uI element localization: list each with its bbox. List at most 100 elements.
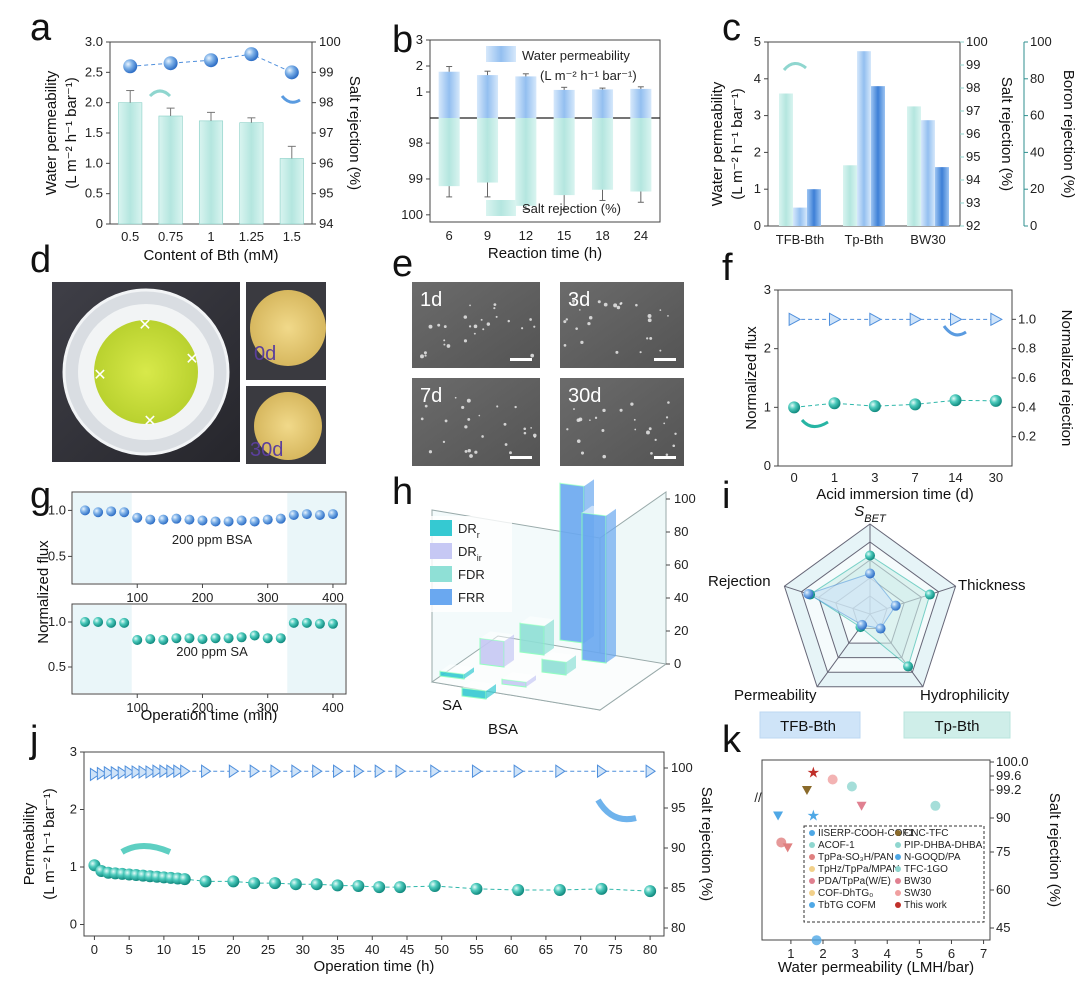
rejection-triangle	[395, 764, 406, 779]
flux-point-bsa	[288, 510, 299, 520]
radar-tfb-point	[865, 568, 875, 579]
sem-speck	[667, 401, 670, 404]
rejection-point	[123, 59, 138, 74]
flux-point-bsa	[314, 510, 325, 520]
rejection-triangle	[430, 764, 441, 779]
x-tick-label: 1	[207, 229, 214, 244]
rejection-bar	[630, 118, 652, 192]
rejection-triangle	[555, 764, 566, 779]
y-tick-label: 2	[754, 144, 761, 159]
x-tick-label: 80	[643, 942, 657, 957]
y2-tick-label: 94	[966, 172, 980, 187]
y-tick-label: 0.5	[48, 659, 66, 674]
flux-point-bsa	[145, 514, 156, 525]
radar-axis-rejection: Rejection	[708, 573, 771, 590]
x-tick-label: TFB-Bth	[776, 232, 824, 247]
x-tick-label: 7	[912, 470, 919, 485]
sem-speck	[467, 417, 471, 421]
sem-speck	[646, 337, 649, 340]
rejection-triangle	[333, 764, 344, 779]
panel-d-letter: d	[30, 239, 51, 281]
bar-top	[440, 664, 474, 675]
sem-speck	[589, 419, 591, 422]
y2-tick-label: 45	[996, 920, 1010, 935]
z-tick-label: 20	[674, 623, 688, 638]
x-axis-label: Water permeability (LMH/bar)	[778, 959, 974, 976]
salt-rejection-bar	[921, 120, 935, 226]
legend-right-label: PIP-DHBA-DHBA	[904, 840, 983, 851]
legend-marker	[895, 866, 901, 872]
panel-h-letter: h	[392, 471, 413, 513]
x-axis-label: Content of Bth (mM)	[143, 247, 278, 264]
y-tick-label: 98	[409, 135, 423, 150]
y2-tick-label: 90	[671, 840, 685, 855]
flux-point	[828, 397, 841, 410]
z-tick-label: 100	[674, 491, 696, 506]
sem-speck	[521, 327, 524, 330]
y-tick-label: 2.5	[85, 64, 103, 79]
y2-tick-label: 60	[996, 882, 1010, 897]
permeability-point	[310, 878, 323, 891]
x-tick-label: 1	[787, 946, 794, 961]
rejection-bar	[476, 118, 499, 183]
sem-speck	[424, 354, 427, 357]
sem-speck	[603, 302, 608, 307]
z-tick-label: 80	[674, 524, 688, 539]
shade-start-bsa	[73, 493, 132, 583]
arrow-right-icon	[280, 95, 301, 104]
x-tick-label: 3	[852, 946, 859, 961]
rejection-triangle	[131, 765, 142, 779]
y-tick-label: 1.0	[48, 614, 66, 629]
sem-speck	[639, 351, 642, 354]
sem-speck	[482, 328, 485, 331]
permeability-point	[394, 881, 407, 894]
sem-speck	[420, 354, 424, 359]
sem-speck	[566, 428, 569, 431]
y-axis-label-2: (L m⁻² h⁻¹ bar⁻¹)	[729, 88, 746, 200]
x-tick-label: 65	[539, 942, 553, 957]
rejection-bar	[515, 118, 537, 206]
bar-front	[479, 637, 505, 668]
rejection-triangle	[270, 764, 281, 779]
legend-marker	[895, 902, 901, 908]
sem-speck	[509, 451, 512, 455]
x-tick-label: 6	[446, 228, 453, 243]
sem-speck	[507, 319, 510, 323]
flux-line	[794, 399, 996, 408]
sem-speck	[523, 427, 527, 431]
radar-axis-sbet: SBET	[854, 503, 887, 525]
condition-label-bsa: 200 ppm BSA	[172, 532, 253, 547]
sem-speck	[443, 325, 447, 329]
y-tick-label: 0	[764, 458, 771, 473]
panel-f-chart: 0 1 2 3 0.2 0.4 0.6 0.8 1.0 0 1 3 7 14 30 Acid immersio…	[743, 282, 1075, 503]
data-marker	[846, 781, 857, 792]
sem-speck	[630, 402, 634, 406]
sem-speck	[602, 408, 606, 413]
legend-subscript: ir	[477, 553, 482, 563]
rejection-triangle	[89, 767, 101, 782]
data-marker	[856, 801, 867, 811]
sem-speck	[530, 427, 532, 429]
y2-tick-label: 94	[319, 216, 333, 231]
x-tick-label: 300	[257, 700, 279, 715]
bar-side	[544, 619, 554, 655]
sem-speck	[486, 322, 491, 326]
y2-tick-label: 92	[966, 218, 980, 233]
flux-point-sa	[327, 618, 338, 629]
sem-speck	[594, 416, 598, 420]
permeability-point	[227, 875, 240, 888]
flux-point-sa	[171, 633, 182, 644]
radar-tp-point	[924, 589, 935, 600]
x-tick-label: 5	[916, 946, 923, 961]
legend-swatch-rej	[486, 200, 516, 216]
sem-speck	[443, 339, 446, 342]
rejection-triangle	[645, 764, 657, 779]
permeability-point	[373, 881, 386, 894]
sem-speck	[474, 450, 478, 454]
y2-tick-label: 99.6	[996, 768, 1021, 783]
legend-perm-2: (L m⁻² h⁻¹ bar⁻¹)	[540, 68, 637, 83]
y2-tick-label: 0.6	[1018, 370, 1036, 385]
y3-tick-label: 100	[1030, 34, 1052, 49]
rejection-triangle	[312, 764, 323, 779]
z-tick-label: 40	[674, 590, 688, 605]
